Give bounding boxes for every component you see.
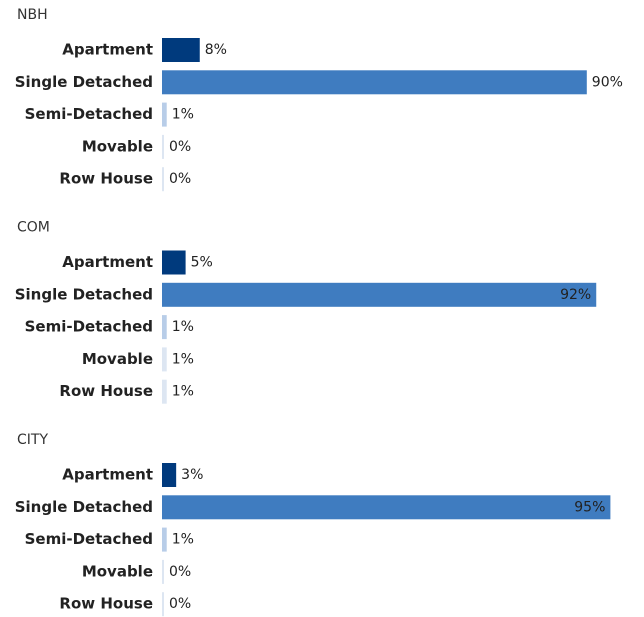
category-label: Apartment (62, 466, 153, 484)
category-label: Row House (59, 595, 153, 613)
bar (162, 38, 200, 62)
category-label: Row House (59, 382, 153, 400)
value-label: 5% (191, 255, 213, 271)
chart-title: CITY (17, 432, 48, 448)
bar (162, 347, 167, 372)
value-label: 8% (205, 42, 227, 58)
category-label: Apartment (62, 253, 153, 271)
bar (162, 102, 167, 127)
bar (162, 167, 164, 192)
chart-title: NBH (17, 7, 48, 23)
bar (162, 379, 167, 404)
value-label: 0% (169, 564, 191, 580)
category-label: Apartment (62, 41, 153, 59)
bar (162, 559, 164, 584)
value-label: 92% (560, 287, 591, 303)
value-label: 0% (169, 171, 191, 187)
value-label: 0% (169, 596, 191, 612)
value-label: 3% (181, 467, 203, 483)
bar (162, 315, 167, 340)
category-label: Movable (82, 350, 153, 368)
bar (162, 463, 177, 487)
value-label: 90% (592, 74, 623, 90)
category-label: Single Detached (15, 498, 153, 516)
bar (162, 134, 164, 159)
value-label: 1% (172, 351, 194, 367)
value-label: 95% (574, 499, 605, 515)
category-label: Movable (82, 562, 153, 580)
bar (162, 592, 164, 617)
category-label: Semi-Detached (25, 530, 153, 548)
value-label: 1% (172, 319, 194, 335)
bar (162, 527, 167, 552)
category-label: Movable (82, 137, 153, 155)
value-label: 1% (172, 532, 194, 548)
category-label: Single Detached (15, 73, 153, 91)
bar (162, 70, 587, 95)
category-label: Semi-Detached (25, 105, 153, 123)
category-label: Semi-Detached (25, 318, 153, 336)
bar (162, 282, 597, 307)
bar (162, 250, 186, 275)
category-label: Single Detached (15, 285, 153, 303)
value-label: 1% (172, 107, 194, 123)
value-label: 1% (172, 384, 194, 400)
bar (162, 495, 611, 520)
chart-title: COM (17, 220, 50, 236)
value-label: 0% (169, 139, 191, 155)
category-label: Row House (59, 170, 153, 188)
